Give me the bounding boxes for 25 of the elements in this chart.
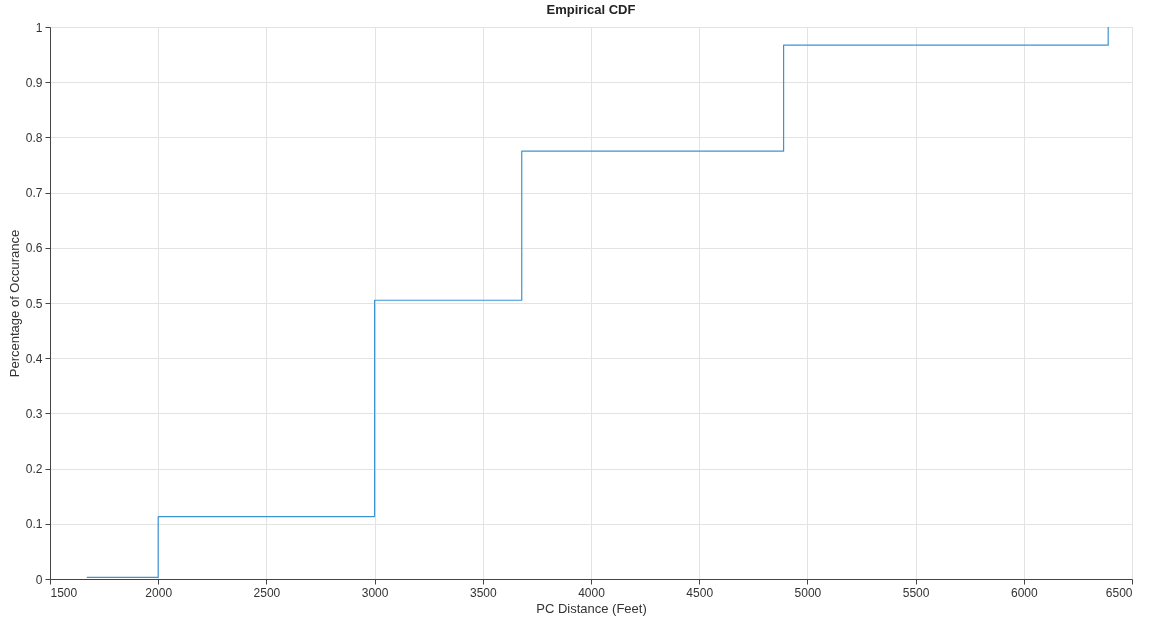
y-tick-label: 0.9	[25, 75, 43, 90]
chart-title: Empirical CDF	[546, 2, 636, 17]
x-tick-label: 5000	[794, 585, 822, 600]
y-axis-title: Percentage of Occurance	[6, 229, 22, 378]
x-tick-label: 1500	[50, 585, 78, 600]
x-tick-label: 6000	[1010, 585, 1038, 600]
y-tick-label: 0.6	[25, 241, 43, 256]
y-tick-label: 0.4	[25, 351, 43, 366]
x-tick-label: 2000	[145, 585, 173, 600]
y-tick-label: 0.3	[25, 406, 43, 421]
x-tick-label: 5500	[902, 585, 930, 600]
y-tick-label: 0.8	[25, 130, 43, 145]
y-tick-label: 1	[35, 20, 43, 35]
x-tick-label: 3000	[361, 585, 389, 600]
y-tick-label: 0.1	[25, 517, 43, 532]
x-tick-label: 3500	[469, 585, 497, 600]
y-tick-label: 0.7	[25, 186, 43, 201]
x-tick-label: 4000	[578, 585, 606, 600]
y-tick-label: 0.2	[25, 462, 43, 477]
y-tick-label: 0	[35, 572, 43, 587]
x-tick-label: 4500	[686, 585, 714, 600]
x-axis-title: PC Distance (Feet)	[536, 600, 647, 616]
y-tick-label: 0.5	[25, 296, 43, 311]
x-tick-label: 2500	[253, 585, 281, 600]
x-tick-label: 6500	[1105, 585, 1133, 600]
